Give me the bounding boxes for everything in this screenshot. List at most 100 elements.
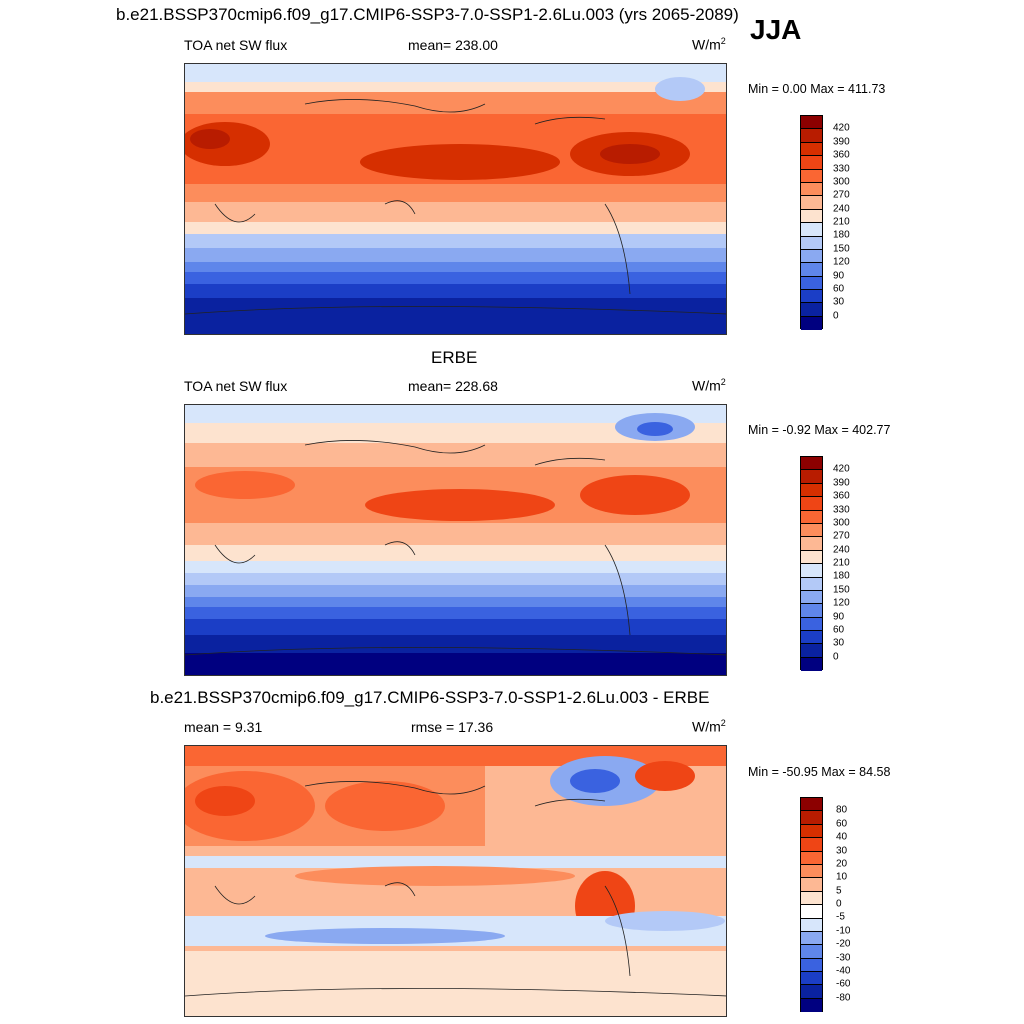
- panel1-colorbar-swatch: [801, 316, 822, 331]
- panel2-colorbar-swatch: [801, 537, 822, 551]
- panel1-map: [184, 63, 727, 335]
- panel1-colorbar-swatch: [801, 249, 822, 264]
- panel2-colorbar-swatch: [801, 644, 822, 658]
- panel2-field: [185, 405, 726, 675]
- panel2-colorbar-swatch: [801, 523, 822, 538]
- colorbar-tick-label: 10: [836, 871, 848, 883]
- season-label: JJA: [750, 14, 802, 45]
- panel2-colorbar: [800, 456, 823, 672]
- panel1-colorbar-swatch: [801, 223, 822, 237]
- panel3-colorbar-swatch: [801, 998, 822, 1013]
- panel1-colorbar-swatch: [801, 156, 822, 170]
- colorbar-tick-label: 30: [833, 296, 845, 308]
- panel1-colorbar-swatch: [801, 182, 822, 197]
- panel3-colorbar-swatch: [801, 891, 822, 906]
- panel3-colorbar-swatch: [801, 972, 822, 986]
- panel1-colorbar-swatch: [801, 276, 822, 291]
- colorbar-tick-label: 0: [833, 651, 839, 663]
- panel3-colorbar-swatch: [801, 958, 822, 973]
- panel2-colorbar-swatch: [801, 590, 822, 605]
- colorbar-tick-label: 270: [833, 189, 850, 201]
- colorbar-tick-label: 360: [833, 490, 850, 502]
- panel3-map: [184, 745, 727, 1017]
- colorbar-tick-label: 420: [833, 122, 850, 134]
- colorbar-tick-label: 60: [833, 624, 845, 636]
- colorbar-tick-label: 420: [833, 463, 850, 475]
- colorbar-tick-label: 0: [836, 898, 842, 910]
- colorbar-tick-label: 330: [833, 504, 850, 515]
- panel2-colorbar-swatch: [801, 497, 822, 511]
- colorbar-tick-label: 390: [833, 136, 850, 148]
- panel1-mean-label: mean= 238.00: [408, 37, 498, 53]
- panel2-colorbar-swatch: [801, 657, 822, 672]
- panel1-variable-label: TOA net SW flux: [184, 37, 288, 53]
- colorbar-tick-label: 180: [833, 570, 850, 582]
- panel1-colorbar-swatch: [801, 142, 822, 157]
- panel2-colorbar-swatch: [801, 470, 822, 484]
- colorbar-tick-label: 240: [833, 544, 850, 556]
- colorbar-tick-label: 330: [833, 163, 850, 174]
- colorbar-tick-label: -30: [836, 952, 851, 963]
- colorbar-tick-label: -10: [836, 925, 851, 937]
- panel2-colorbar-swatch: [801, 457, 822, 471]
- colorbar-tick-label: -60: [836, 978, 851, 990]
- panel3-colorbar-swatch: [801, 945, 822, 959]
- panel3-colorbar-swatch: [801, 851, 822, 865]
- colorbar-tick-label: 150: [833, 584, 850, 596]
- panel2-map: [184, 404, 727, 676]
- panel1-colorbar-swatch: [801, 196, 822, 210]
- colorbar-tick-label: 60: [836, 818, 848, 830]
- colorbar-tick-label: -20: [836, 938, 851, 950]
- panel2-colorbar-swatch: [801, 617, 822, 632]
- panel2-colorbar-swatch: [801, 483, 822, 498]
- panel1-min-max: Min = 0.00 Max = 411.73: [748, 82, 886, 96]
- panel1-colorbar-swatch: [801, 263, 822, 277]
- panel3-units: W/m2: [692, 718, 726, 735]
- colorbar-tick-label: 210: [833, 216, 850, 228]
- colorbar-tick-label: 40: [836, 831, 848, 843]
- panel1-colorbar-swatch: [801, 236, 822, 250]
- panel3-field: [185, 746, 726, 1016]
- colorbar-tick-label: 30: [836, 845, 848, 856]
- panel1-units: W/m2: [692, 36, 726, 53]
- colorbar-tick-label: 120: [833, 256, 850, 268]
- panel3-colorbar-swatch: [801, 905, 822, 919]
- colorbar-tick-label: 0: [833, 310, 839, 322]
- colorbar-tick-label: 300: [833, 176, 850, 188]
- colorbar-tick-label: 150: [833, 243, 850, 255]
- colorbar-tick-label: 240: [833, 203, 850, 215]
- panel1-colorbar-swatch: [801, 290, 822, 304]
- panel3-colorbar-swatch: [801, 864, 822, 879]
- colorbar-tick-label: 360: [833, 149, 850, 161]
- panel3-mean-label: mean = 9.31: [184, 719, 263, 735]
- panel3-title: b.e21.BSSP370cmip6.f09_g17.CMIP6-SSP3-7.…: [150, 688, 710, 707]
- panel3-colorbar: [800, 797, 823, 1013]
- panel3-colorbar-swatch: [801, 798, 822, 812]
- panel1-colorbar-swatch: [801, 116, 822, 130]
- colorbar-tick-label: 180: [833, 229, 850, 241]
- case-title: b.e21.BSSP370cmip6.f09_g17.CMIP6-SSP3-7.…: [116, 5, 739, 24]
- panel1-colorbar-swatch: [801, 209, 822, 224]
- colorbar-tick-label: 270: [833, 530, 850, 542]
- panel2-variable-label: TOA net SW flux: [184, 378, 288, 394]
- panel2-min-max: Min = -0.92 Max = 402.77: [748, 423, 891, 437]
- panel2-colorbar-swatch: [801, 550, 822, 565]
- colorbar-tick-label: 300: [833, 517, 850, 529]
- panel2-colorbar-swatch: [801, 510, 822, 524]
- panel2-colorbar-swatch: [801, 604, 822, 618]
- panel2-title: ERBE: [431, 348, 478, 367]
- panel1-colorbar-swatch: [801, 129, 822, 143]
- panel1-colorbar-swatch: [801, 303, 822, 317]
- colorbar-tick-label: 5: [836, 885, 842, 897]
- colorbar-tick-label: 80: [836, 804, 848, 816]
- panel2-colorbar-swatch: [801, 631, 822, 645]
- colorbar-tick-label: 20: [836, 858, 848, 870]
- colorbar-tick-label: 60: [833, 283, 845, 295]
- panel2-colorbar-swatch: [801, 577, 822, 591]
- panel1-field: [185, 64, 726, 334]
- panel2-units: W/m2: [692, 377, 726, 394]
- colorbar-tick-label: 390: [833, 477, 850, 489]
- colorbar-tick-label: 90: [833, 611, 845, 622]
- panel2-mean-label: mean= 228.68: [408, 378, 498, 394]
- panel3-colorbar-swatch: [801, 838, 822, 852]
